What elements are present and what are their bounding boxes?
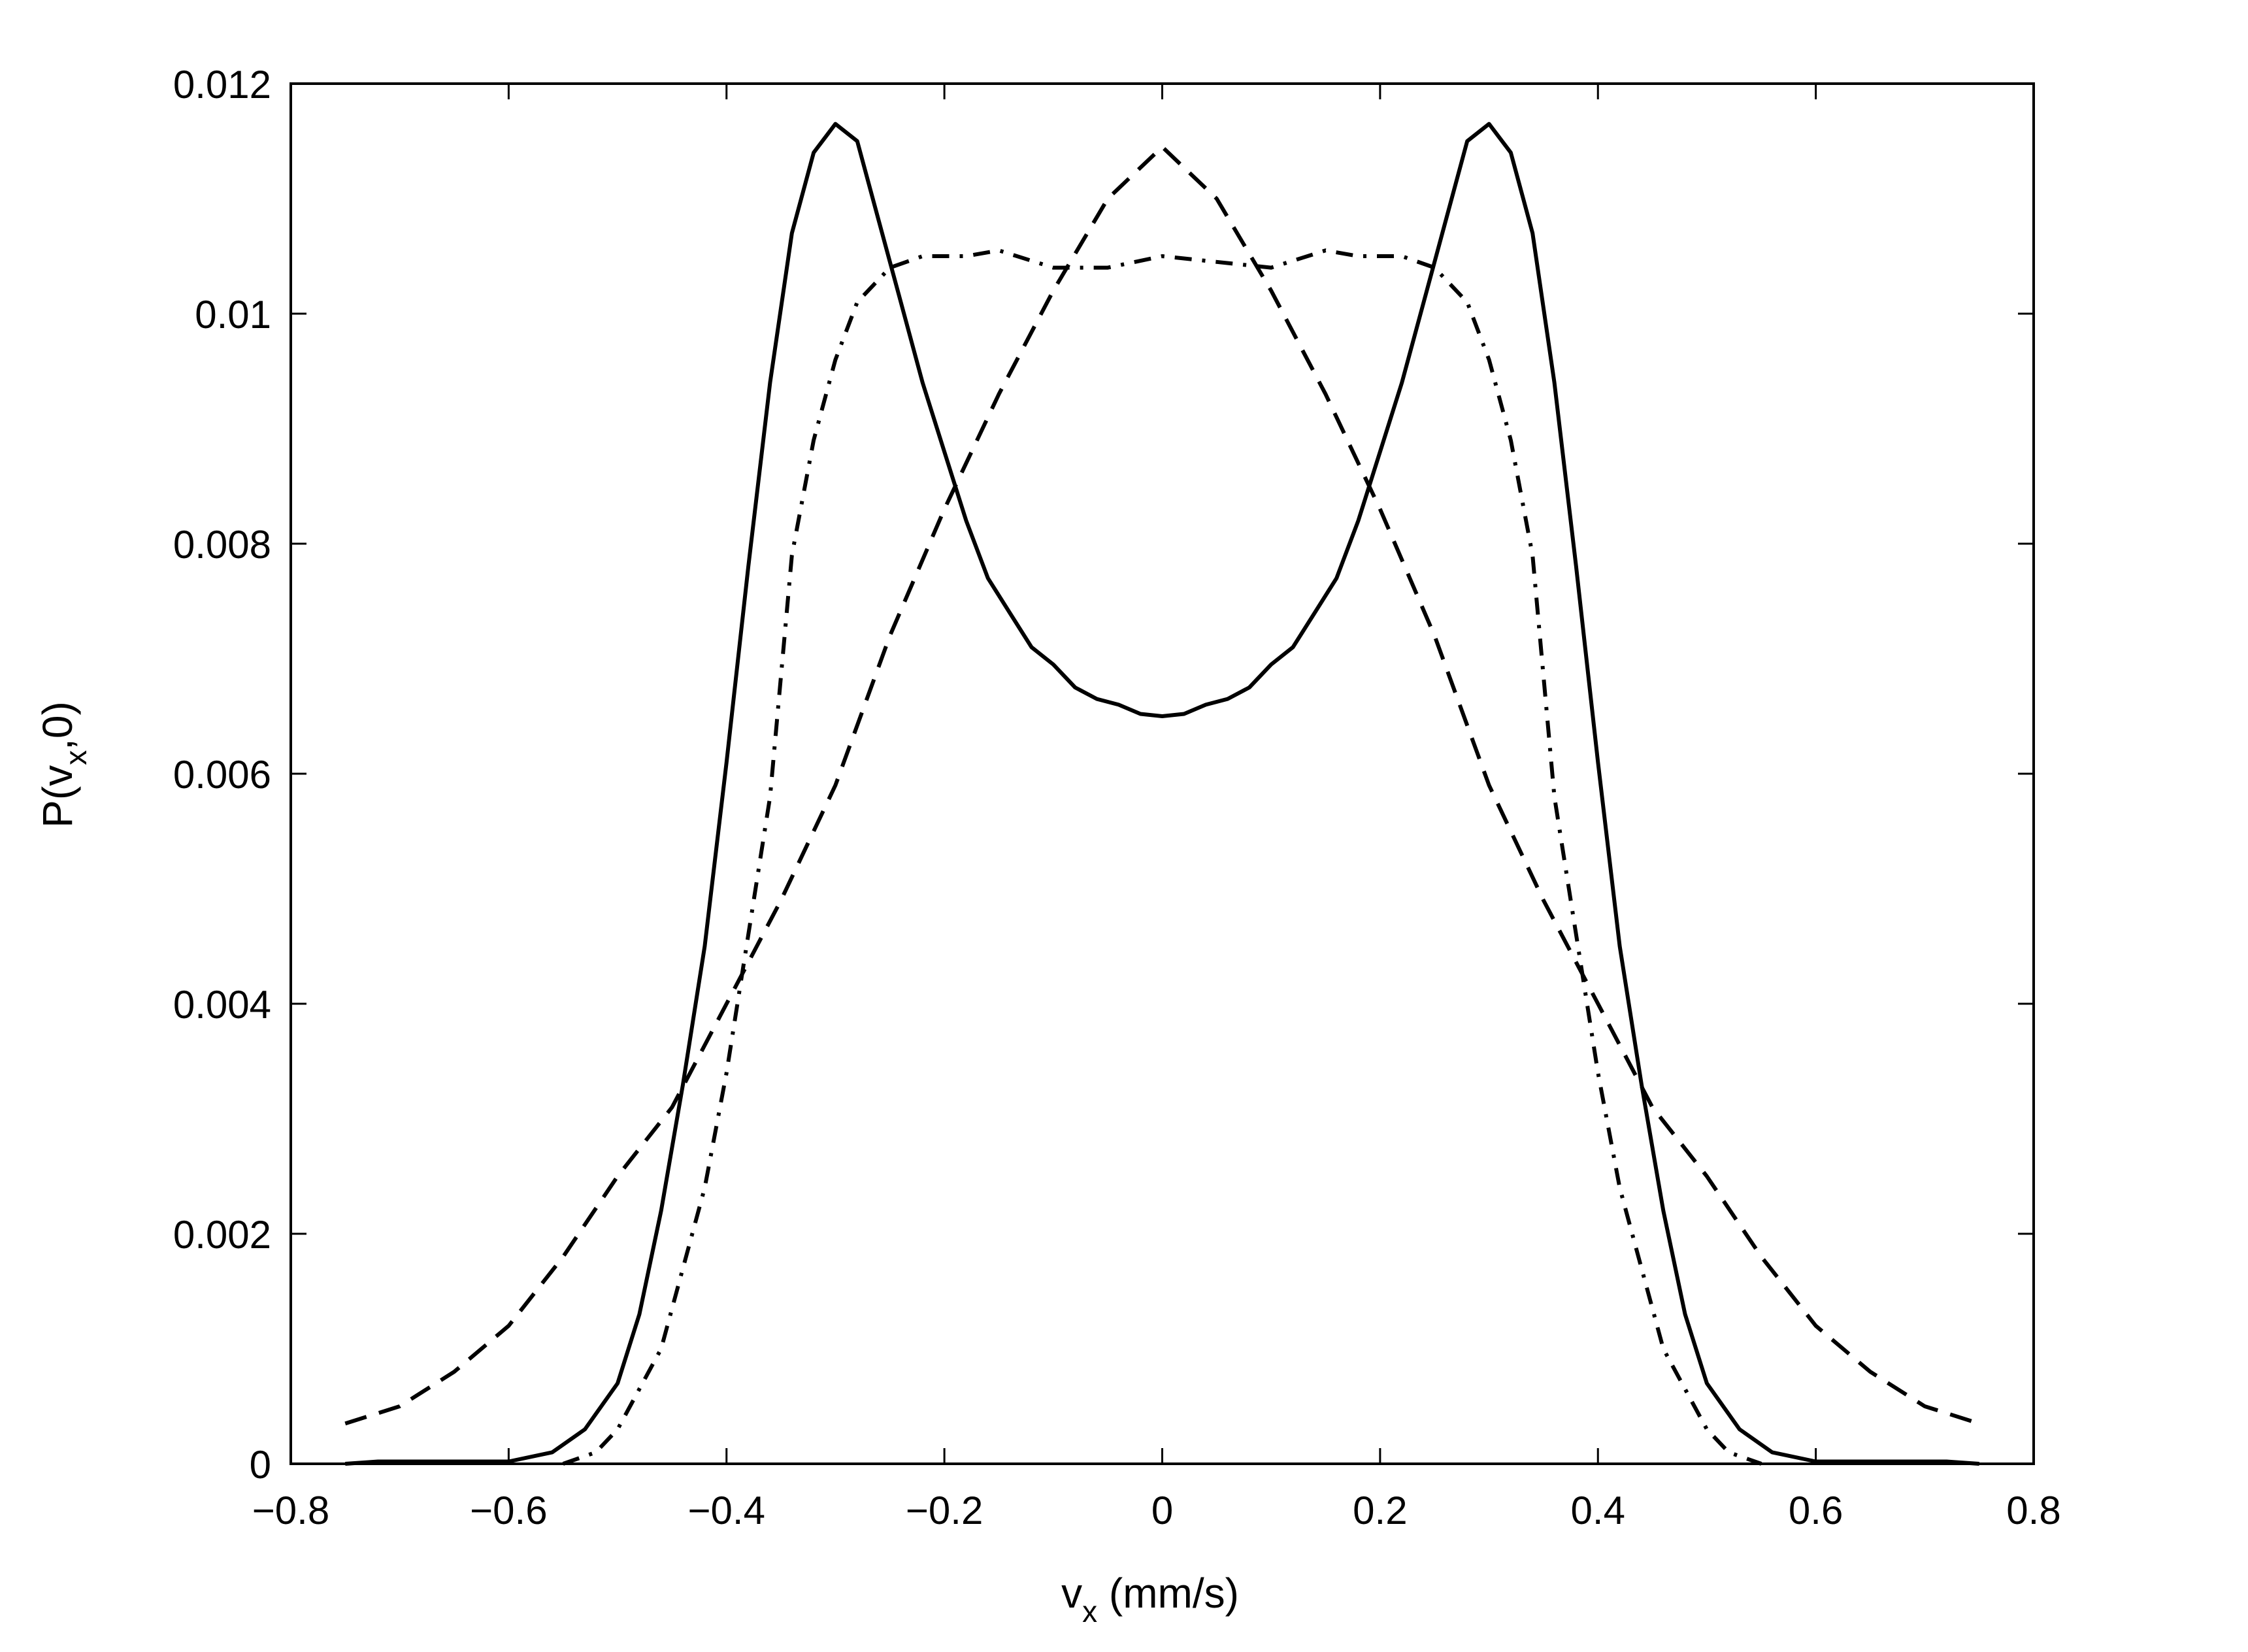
x-tick-label: 0.8 bbox=[2006, 1489, 2060, 1532]
x-axis-label: vx (mm/s) bbox=[1061, 1570, 1239, 1628]
y-tick-label: 0.006 bbox=[173, 753, 271, 797]
y-tick-label: 0.008 bbox=[173, 523, 271, 567]
y-axis-label: P(vx,0) bbox=[34, 701, 93, 828]
series-line-dashed bbox=[344, 144, 1980, 1426]
y-tick-label: 0.004 bbox=[173, 983, 271, 1027]
x-tick-label: −0.8 bbox=[252, 1489, 329, 1532]
y-tick-label: 0.01 bbox=[195, 293, 271, 337]
y-tick-label: 0.012 bbox=[173, 63, 271, 107]
x-tick-label: −0.2 bbox=[906, 1489, 983, 1532]
tick-labels: −0.8 −0.6 −0.4 −0.2 0 0.2 0.4 0.6 0.8 0 0.002 0.004… bbox=[173, 63, 2061, 1532]
x-tick-label: 0 bbox=[1151, 1489, 1173, 1532]
plot-frame bbox=[289, 82, 2035, 1465]
tick-marks bbox=[289, 82, 2035, 1465]
x-tick-label: −0.4 bbox=[688, 1489, 765, 1532]
y-tick-label: 0 bbox=[250, 1443, 271, 1487]
x-tick-label: −0.6 bbox=[470, 1489, 547, 1532]
series-line-dashdot bbox=[562, 248, 1762, 1466]
series-lines bbox=[344, 122, 1980, 1466]
x-tick-label: 0.2 bbox=[1353, 1489, 1407, 1532]
x-tick-label: 0.6 bbox=[1789, 1489, 1843, 1532]
y-tick-label: 0.002 bbox=[173, 1213, 271, 1257]
series-line-solid bbox=[345, 122, 1979, 1466]
x-tick-label: 0.4 bbox=[1571, 1489, 1625, 1532]
